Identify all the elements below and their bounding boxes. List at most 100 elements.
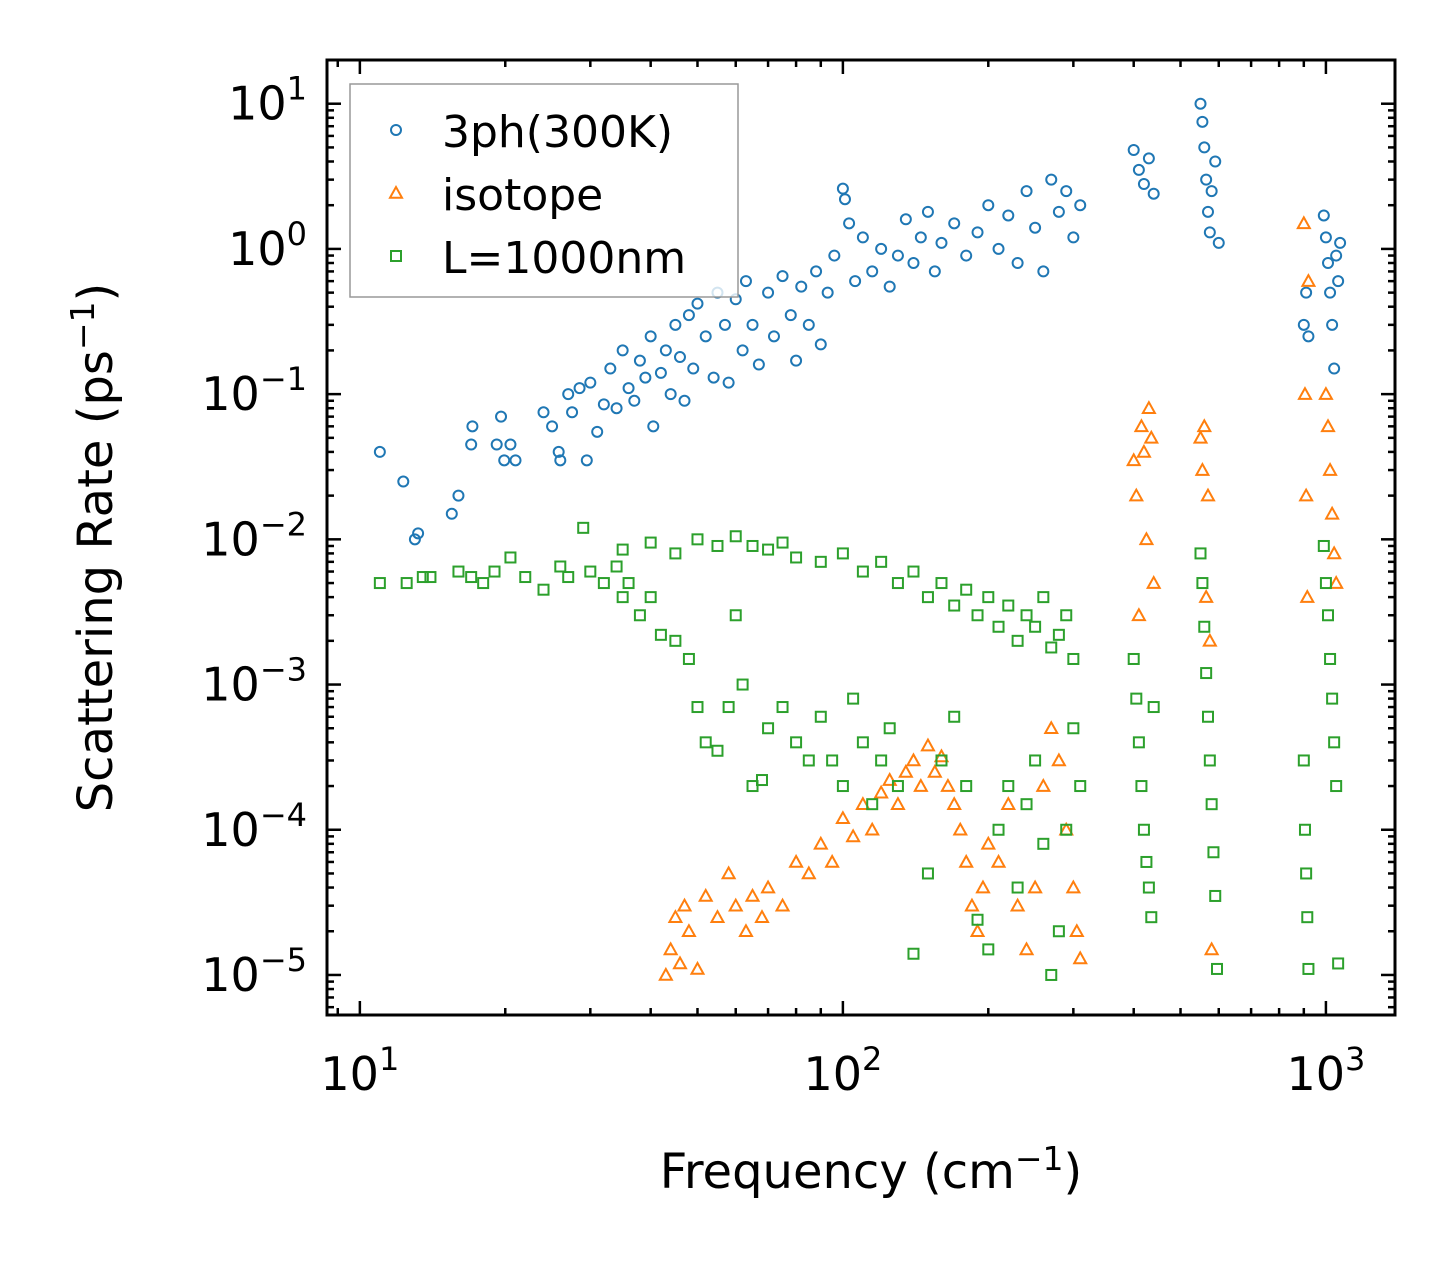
isotope-point (1035, 777, 1052, 792)
l-1000nm-point (669, 634, 682, 647)
isotope-point (1192, 429, 1209, 444)
l-1000nm-point (847, 692, 860, 705)
l-1000nm-point (519, 571, 532, 584)
legend-label: isotope (442, 170, 603, 221)
y-tick-label: 10−2 (201, 505, 307, 566)
3ph-300k--point (573, 382, 586, 395)
3ph-300k--point (1147, 187, 1160, 200)
l-1000nm-point (1029, 754, 1042, 767)
3ph-300k--point (1300, 286, 1313, 299)
l-1000nm-point (1060, 609, 1073, 622)
3ph-300k--point (838, 193, 851, 206)
isotope-point (1138, 531, 1155, 546)
l-1000nm-point (1297, 754, 1310, 767)
isotope-point (845, 828, 861, 843)
l-1000nm-point (921, 591, 934, 604)
l-1000nm-point (373, 577, 386, 590)
l-1000nm-point (616, 543, 629, 556)
series-l-1000nm (373, 521, 1345, 981)
isotope-point (1326, 545, 1342, 560)
l-1000nm-point (1020, 609, 1033, 622)
l-1000nm-point (465, 571, 478, 584)
isotope-point (662, 941, 679, 956)
isotope-point (855, 796, 871, 810)
l-1000nm-point (992, 620, 1005, 633)
3ph-300k--point (659, 344, 672, 357)
legend-box (349, 83, 739, 298)
isotope-point (975, 879, 991, 894)
x-axis: 101 102 103 (320, 60, 1365, 1101)
isotope-point (388, 184, 404, 199)
3ph-300k--point (767, 330, 780, 343)
y-tick-exponent: −2 (260, 505, 307, 543)
3ph-300k--point (408, 533, 421, 546)
l-1000nm-point (1052, 628, 1065, 641)
y-tick-exponent: 0 (287, 215, 307, 253)
3ph-300k--point (790, 354, 803, 367)
l-1000nm-point (1052, 925, 1065, 938)
l-1000nm-point (755, 774, 768, 787)
3ph-300k--point (836, 182, 849, 195)
isotope-point (1043, 720, 1059, 735)
l-1000nm-point (669, 547, 682, 560)
isotope-point (1299, 589, 1315, 603)
y-tick-base: 10 (201, 948, 260, 1002)
l-1000nm-point (1137, 823, 1150, 836)
3ph-300k--point (452, 489, 465, 502)
3ph-300k--point (591, 425, 604, 438)
isotope-point (1318, 386, 1334, 400)
isotope-point (667, 909, 684, 923)
3ph-300k--point (1322, 256, 1335, 269)
3ph-300k--point (1196, 115, 1209, 128)
l-1000nm-point (1326, 692, 1339, 705)
l-1000nm-point (762, 543, 775, 556)
3ph-300k--point (935, 236, 948, 249)
isotope-point (1320, 418, 1336, 433)
3ph-300k--point (504, 438, 517, 451)
l-1000nm-point (948, 710, 961, 723)
l-1000nm-point (1002, 599, 1015, 612)
l-1000nm-point (960, 583, 973, 596)
isotope-point (905, 752, 922, 767)
3ph-300k--point (445, 507, 458, 520)
3ph-300k--point (736, 344, 749, 357)
3ph-300k--point (654, 366, 667, 379)
l-1000nm-point (1029, 620, 1042, 633)
isotope-point (1202, 632, 1218, 647)
3ph-300k--point (397, 475, 410, 488)
l-1000nm-point (400, 577, 413, 590)
y-tick-exponent: −1 (260, 360, 307, 398)
3ph-300k--point (821, 286, 834, 299)
l-1000nm-point (562, 571, 575, 584)
3ph-300k--point (982, 199, 995, 212)
3ph-300k--point (866, 265, 879, 278)
l-1000nm-point (875, 555, 888, 568)
isotope-point (1072, 950, 1088, 965)
3ph-300k--point (552, 445, 565, 458)
l-1000nm-point (836, 547, 849, 560)
y-tick-base: 10 (228, 77, 287, 131)
3ph-300k--point (1302, 330, 1315, 343)
l-1000nm-point (746, 539, 759, 552)
l-1000nm-point (729, 530, 742, 543)
isotope-point (964, 897, 980, 912)
l-1000nm-point (1328, 736, 1341, 749)
l-1000nm-point (691, 533, 704, 546)
y-tick-base: 10 (228, 222, 287, 276)
3ph-300k--point (1132, 163, 1145, 176)
isotope-point (1126, 452, 1142, 467)
3ph-300k--point (1319, 231, 1332, 244)
3ph-300k--point (566, 406, 579, 419)
x-tick-base: 10 (1286, 1047, 1345, 1101)
isotope-point (676, 897, 693, 912)
isotope-point (1298, 487, 1314, 502)
isotope-point (1296, 215, 1312, 230)
isotope-point (1300, 273, 1317, 287)
y-tick-label: 10−1 (201, 360, 307, 421)
3ph-300k--point (1317, 209, 1330, 222)
3ph-300k--point (928, 265, 941, 278)
l-1000nm-point (1211, 962, 1224, 975)
l-1000nm-point (711, 539, 724, 552)
